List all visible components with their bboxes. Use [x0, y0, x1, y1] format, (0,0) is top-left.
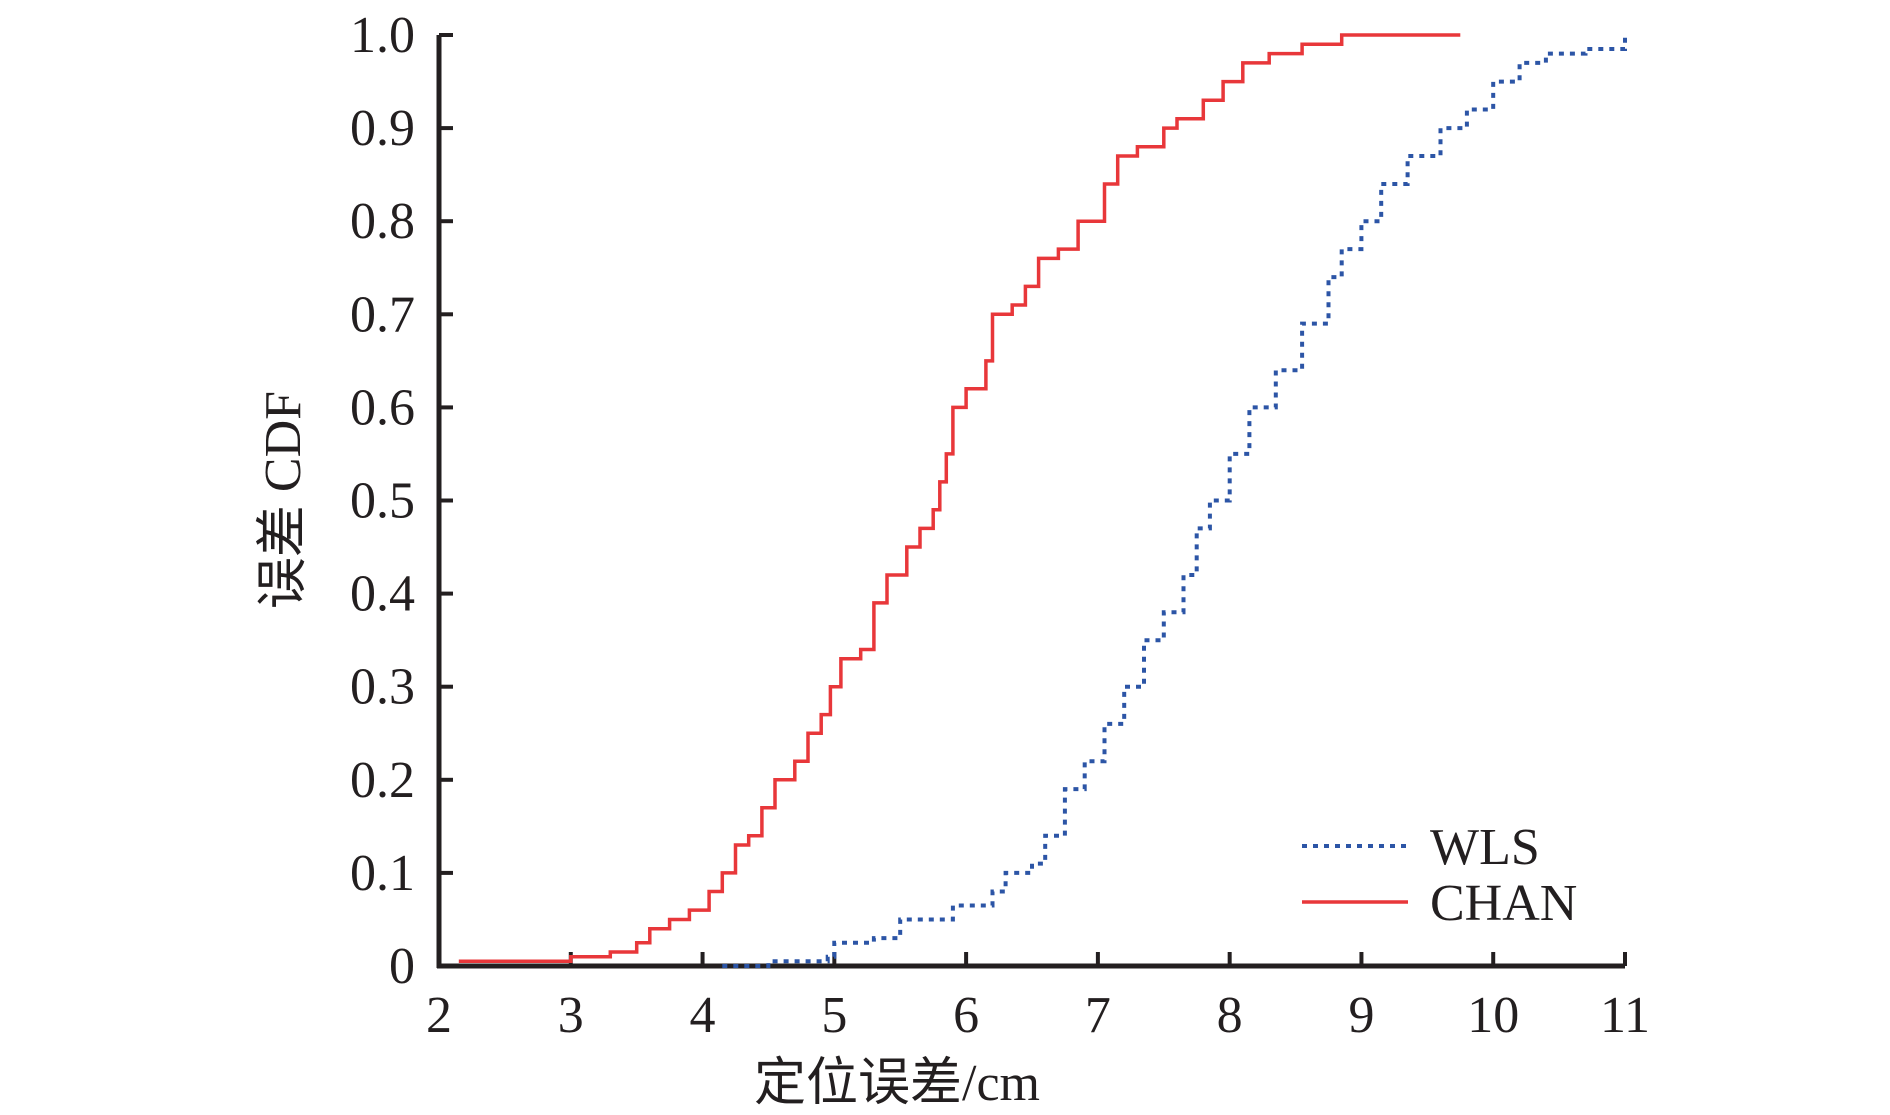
x-tick-label: 6 — [953, 987, 979, 1044]
series-line-chan — [458, 33, 1461, 964]
series-layer — [458, 33, 1627, 968]
y-tick-label: 0.8 — [350, 193, 415, 250]
x-tick-label: 10 — [1467, 987, 1519, 1044]
x-tick-label: 9 — [1348, 987, 1374, 1044]
y-tick-label: 0.9 — [350, 100, 415, 157]
y-axis-ticks: 0 0.1 0.2 0.3 0.4 0.5 0.6 0.7 0.8 0.9 1.0 — [350, 7, 453, 995]
series-line-wls — [722, 35, 1627, 968]
x-tick-label: 11 — [1600, 987, 1650, 1044]
y-tick-label: 0.7 — [350, 286, 415, 343]
y-axis-label: 误差 CDF — [255, 391, 312, 609]
y-tick-label: 1.0 — [350, 7, 415, 64]
x-tick-label: 3 — [558, 987, 584, 1044]
x-tick-label: 5 — [821, 987, 847, 1044]
x-axis-label: 定位误差/cm — [754, 1055, 1040, 1112]
y-tick-label: 0.2 — [350, 752, 415, 809]
y-tick-label: 0 — [389, 938, 415, 995]
y-tick-label: 0.1 — [350, 845, 415, 902]
y-tick-label: 0.3 — [350, 659, 415, 716]
legend-label-wls: WLS — [1430, 819, 1540, 876]
legend-label-chan: CHAN — [1430, 875, 1577, 932]
x-tick-label: 7 — [1085, 987, 1111, 1044]
y-tick-label: 0.5 — [350, 473, 415, 530]
x-tick-label: 4 — [690, 987, 716, 1044]
x-tick-label: 8 — [1217, 987, 1243, 1044]
y-tick-label: 0.4 — [350, 566, 415, 623]
y-tick-label: 0.6 — [350, 379, 415, 436]
x-tick-label: 2 — [426, 987, 452, 1044]
